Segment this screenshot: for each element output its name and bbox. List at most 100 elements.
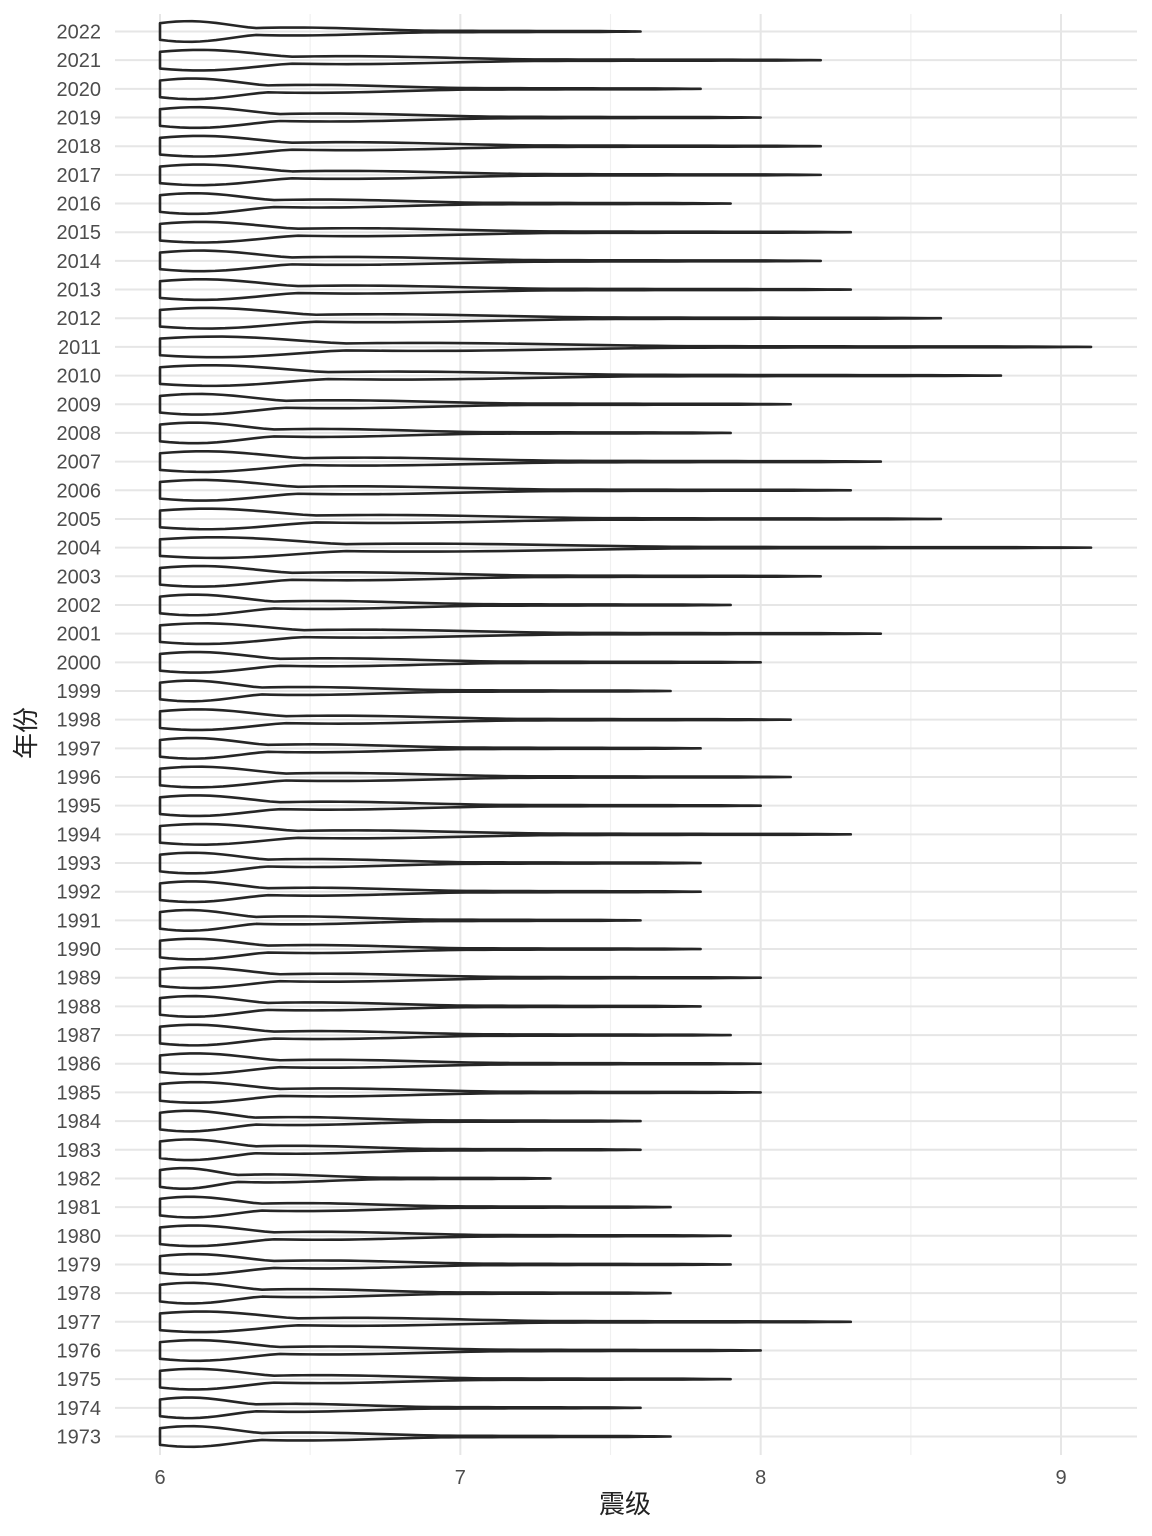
x-tick-label: 9 [1055, 1467, 1066, 1489]
y-tick-label: 2008 [57, 423, 102, 445]
violin-2018 [158, 134, 823, 158]
y-tick-label: 1978 [57, 1283, 102, 1305]
violin-2014 [158, 249, 823, 273]
y-tick-label: 1981 [57, 1197, 102, 1219]
violin-1993 [158, 851, 702, 875]
violin-2006 [158, 478, 853, 502]
y-tick-label: 1982 [57, 1168, 102, 1190]
violin-1986 [158, 1052, 762, 1076]
violin-2007 [158, 450, 883, 474]
violin-1998 [158, 708, 792, 732]
violin-1989 [158, 966, 762, 990]
violin-2003 [158, 564, 823, 588]
y-tick-label: 2000 [57, 652, 102, 674]
violin-2010 [158, 363, 1003, 388]
violin-1995 [158, 794, 762, 818]
violin-1977 [158, 1310, 853, 1334]
violin-1975 [158, 1367, 732, 1391]
violin-1980 [158, 1224, 732, 1248]
violin-2017 [158, 163, 823, 187]
y-tick-label: 1986 [57, 1054, 102, 1076]
y-tick-label: 2017 [57, 165, 102, 187]
violin-1979 [158, 1252, 732, 1277]
violin-2015 [158, 220, 853, 244]
y-tick-label: 1975 [57, 1369, 102, 1391]
y-tick-label: 2019 [57, 108, 102, 130]
violin-1982 [158, 1166, 552, 1191]
x-axis-title: 震级 [599, 1490, 651, 1520]
violin-1983 [158, 1138, 642, 1162]
violin-2009 [158, 392, 792, 416]
y-axis-tick-labels: 1973 1974 1975 1976 1977 1978 1979 1980 1981 1982… [57, 22, 102, 1449]
violin-1987 [158, 1023, 732, 1047]
y-tick-label: 2007 [57, 452, 102, 474]
y-tick-label: 1987 [57, 1025, 102, 1047]
violin-2021 [158, 48, 823, 72]
y-tick-label: 2018 [57, 136, 102, 158]
violin-1973 [158, 1424, 672, 1449]
y-tick-label: 2015 [57, 222, 102, 244]
y-tick-label: 2005 [57, 509, 102, 531]
x-tick-label: 8 [755, 1467, 766, 1489]
y-tick-label: 1990 [57, 939, 102, 961]
y-tick-label: 2021 [57, 50, 102, 72]
violin-2020 [158, 77, 702, 101]
x-tick-label: 7 [455, 1467, 466, 1489]
violin-1992 [158, 880, 702, 904]
y-tick-label: 2010 [57, 366, 102, 388]
violin-2016 [158, 191, 732, 216]
violin-2008 [158, 421, 732, 445]
y-tick-label: 1998 [57, 710, 102, 732]
y-tick-label: 1979 [57, 1254, 102, 1276]
y-tick-label: 1991 [57, 910, 102, 932]
violin-1978 [158, 1281, 672, 1305]
y-tick-label: 2013 [57, 280, 102, 302]
y-tick-label: 2003 [57, 566, 102, 588]
y-tick-label: 1976 [57, 1340, 102, 1362]
violin-2001 [158, 622, 883, 646]
violin-1985 [158, 1080, 762, 1105]
y-tick-label: 2002 [57, 595, 102, 617]
y-tick-label: 2006 [57, 480, 102, 502]
x-tick-label: 6 [154, 1467, 165, 1489]
y-tick-label: 1985 [57, 1082, 102, 1104]
violin-1990 [158, 937, 702, 961]
y-tick-label: 1980 [57, 1226, 102, 1248]
violin-1984 [158, 1109, 642, 1133]
violin-1974 [158, 1396, 642, 1420]
y-tick-label: 2001 [57, 624, 102, 646]
violin-1976 [158, 1338, 762, 1363]
violin-2013 [158, 277, 853, 302]
y-tick-label: 2016 [57, 194, 102, 216]
violin-2011 [158, 335, 1093, 359]
y-tick-label: 2012 [57, 308, 102, 330]
violin-2022 [158, 19, 642, 44]
violin-2004 [158, 536, 1093, 560]
y-tick-label: 2020 [57, 79, 102, 101]
y-tick-label: 2004 [57, 538, 102, 560]
y-tick-label: 1984 [57, 1111, 102, 1133]
violin-2002 [158, 593, 732, 617]
violin-1981 [158, 1195, 672, 1219]
y-tick-label: 1973 [57, 1427, 102, 1449]
y-tick-label: 1992 [57, 882, 102, 904]
violin-1991 [158, 908, 642, 932]
y-tick-label: 1974 [57, 1398, 102, 1420]
violin-2012 [158, 306, 943, 330]
y-tick-label: 2022 [57, 22, 102, 44]
violin-1999 [158, 679, 672, 703]
x-axis-tick-labels: 6 7 8 9 [154, 1467, 1066, 1489]
y-tick-label: 1989 [57, 968, 102, 990]
y-tick-label: 2009 [57, 394, 102, 416]
violin-series [158, 19, 1093, 1449]
y-axis-title: 年份 [12, 707, 42, 759]
y-tick-label: 1999 [57, 681, 102, 703]
y-tick-label: 1995 [57, 796, 102, 818]
y-tick-label: 1977 [57, 1312, 102, 1334]
y-tick-label: 1983 [57, 1140, 102, 1162]
violin-1997 [158, 736, 702, 760]
y-tick-label: 1997 [57, 738, 102, 760]
violin-1994 [158, 822, 853, 846]
violin-2000 [158, 650, 762, 674]
